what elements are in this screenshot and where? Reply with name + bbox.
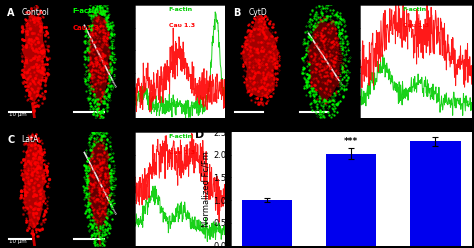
Text: Caυ 1.3: Caυ 1.3 — [169, 23, 195, 28]
PathPatch shape — [307, 20, 343, 102]
Text: 10 μm: 10 μm — [9, 239, 27, 244]
Y-axis label: Normalized Fc/Fm: Normalized Fc/Fm — [201, 151, 210, 227]
Y-axis label: Relative Intensity: Relative Intensity — [339, 34, 345, 89]
Text: F-actin: F-actin — [403, 7, 427, 12]
PathPatch shape — [87, 142, 111, 229]
Text: Caυ1.3: Caυ1.3 — [73, 25, 100, 31]
Text: LatA: LatA — [21, 135, 39, 144]
Text: ***: *** — [428, 125, 443, 134]
PathPatch shape — [22, 142, 46, 229]
Text: B: B — [233, 8, 240, 18]
PathPatch shape — [87, 15, 111, 102]
Text: F-actin: F-actin — [169, 134, 193, 139]
Text: Caυ 1.3: Caυ 1.3 — [169, 150, 195, 155]
Text: Control: Control — [21, 8, 49, 17]
Y-axis label: Relative Intensity: Relative Intensity — [113, 161, 118, 216]
Text: CytD: CytD — [248, 8, 267, 17]
PathPatch shape — [242, 15, 278, 97]
Text: F-actin: F-actin — [169, 7, 193, 12]
Bar — [410, 141, 461, 246]
Text: A: A — [7, 8, 15, 18]
X-axis label: Distance (μm): Distance (μm) — [394, 129, 438, 134]
Text: F-actin: F-actin — [73, 8, 100, 14]
Bar — [242, 200, 292, 246]
Text: 10 μm: 10 μm — [9, 112, 27, 117]
PathPatch shape — [22, 15, 46, 102]
Text: C: C — [7, 135, 14, 146]
X-axis label: Distance (μm): Distance (μm) — [157, 129, 202, 134]
Y-axis label: Relative Intensity: Relative Intensity — [113, 34, 118, 89]
Text: D: D — [194, 130, 204, 140]
Text: ***: *** — [344, 137, 358, 146]
Bar — [326, 154, 376, 246]
Text: Caυ 1.3: Caυ 1.3 — [403, 23, 429, 28]
